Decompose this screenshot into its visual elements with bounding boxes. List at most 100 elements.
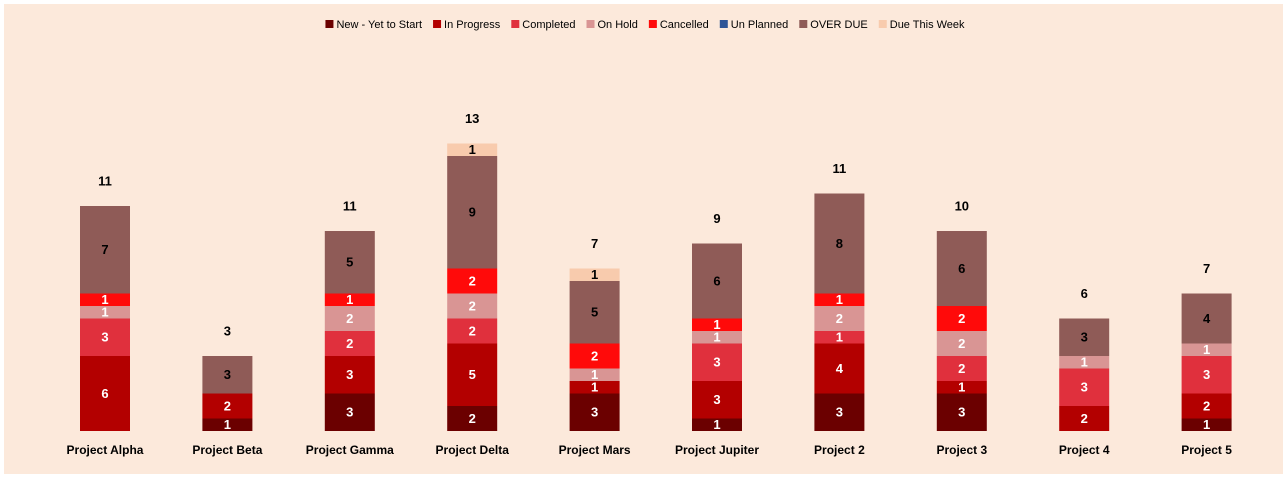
total-label: 10 bbox=[955, 198, 969, 213]
data-label: 2 bbox=[958, 336, 965, 351]
bar-segment bbox=[1181, 418, 1232, 431]
legend-label: Completed bbox=[522, 19, 575, 31]
total-label: 9 bbox=[713, 211, 720, 226]
x-tick-label: Project Gamma bbox=[306, 443, 394, 457]
data-label: 5 bbox=[346, 255, 353, 270]
legend-swatch bbox=[511, 20, 520, 28]
bar-segment bbox=[569, 381, 620, 394]
bar-segment bbox=[1059, 318, 1110, 356]
x-tick-label: Project Mars bbox=[559, 443, 631, 457]
legend-label: New - Yet to Start bbox=[336, 19, 422, 31]
bar-segment bbox=[814, 343, 865, 394]
bar-segment bbox=[447, 318, 498, 344]
data-label: 3 bbox=[224, 367, 231, 382]
bar-segment bbox=[80, 206, 130, 294]
bar-segment bbox=[569, 268, 620, 281]
legend-swatch bbox=[586, 20, 595, 28]
data-label: 2 bbox=[469, 411, 476, 426]
bar-segment bbox=[692, 381, 742, 419]
data-label: 3 bbox=[713, 392, 720, 407]
bar-segment bbox=[569, 393, 620, 431]
legend-swatch bbox=[799, 20, 808, 28]
x-tick-label: Project 3 bbox=[936, 443, 987, 457]
bar-segment bbox=[80, 306, 130, 319]
legend-swatch bbox=[878, 20, 887, 28]
legend-swatch bbox=[719, 20, 728, 28]
data-label: 3 bbox=[346, 405, 353, 420]
bar-segment bbox=[324, 331, 375, 356]
data-label: 3 bbox=[591, 405, 598, 420]
data-label: 2 bbox=[469, 323, 476, 338]
total-label: 6 bbox=[1081, 286, 1088, 301]
data-label: 3 bbox=[1203, 367, 1210, 382]
data-label: 2 bbox=[469, 298, 476, 313]
bar-segment bbox=[324, 293, 375, 306]
data-label: 6 bbox=[713, 273, 720, 288]
bar-segment bbox=[936, 356, 987, 381]
legend-label: On Hold bbox=[598, 19, 638, 31]
data-label: 2 bbox=[469, 273, 476, 288]
data-label: 1 bbox=[591, 367, 598, 382]
bar-segment bbox=[936, 393, 987, 431]
data-label: 9 bbox=[469, 205, 476, 220]
bar-segment bbox=[692, 243, 742, 319]
data-label: 3 bbox=[101, 330, 108, 345]
total-label: 11 bbox=[343, 198, 357, 213]
legend-swatch bbox=[648, 20, 657, 28]
legend-label: Due This Week bbox=[890, 19, 965, 31]
bar-segment bbox=[1181, 293, 1232, 344]
bar-segment bbox=[1181, 356, 1232, 394]
bar-segment bbox=[692, 331, 742, 344]
bar-segment bbox=[1059, 368, 1110, 406]
data-label: 5 bbox=[591, 305, 598, 320]
legend-label: Cancelled bbox=[660, 19, 709, 31]
bar-segment bbox=[569, 281, 620, 344]
x-tick-label: Project Alpha bbox=[67, 443, 144, 457]
data-label: 4 bbox=[1203, 311, 1211, 326]
x-tick-label: Project Delta bbox=[436, 443, 510, 457]
bar-segment bbox=[447, 143, 498, 156]
bar-segment bbox=[324, 356, 375, 394]
bar-segment bbox=[202, 418, 253, 431]
data-label: 1 bbox=[1203, 342, 1210, 357]
bar-segment bbox=[936, 306, 987, 331]
bar-segment bbox=[814, 306, 865, 331]
data-label: 5 bbox=[469, 367, 476, 382]
bar-segment bbox=[324, 393, 375, 431]
data-label: 2 bbox=[836, 311, 843, 326]
bar-segment bbox=[447, 293, 498, 319]
data-label: 2 bbox=[591, 348, 598, 363]
data-label: 3 bbox=[958, 405, 965, 420]
data-label: 3 bbox=[1081, 380, 1088, 395]
data-label: 3 bbox=[1081, 330, 1088, 345]
bar-segment bbox=[324, 306, 375, 331]
bar-segment bbox=[202, 393, 253, 419]
bar-segment bbox=[814, 393, 865, 431]
data-label: 3 bbox=[836, 405, 843, 420]
legend-swatch bbox=[325, 20, 334, 28]
data-label: 7 bbox=[101, 242, 108, 257]
data-label: 4 bbox=[836, 361, 844, 376]
bar-segment bbox=[80, 356, 130, 431]
bar-segment bbox=[1181, 393, 1232, 419]
x-tick-label: Project 5 bbox=[1181, 443, 1232, 457]
total-label: 7 bbox=[591, 236, 598, 251]
data-label: 1 bbox=[713, 417, 720, 432]
bar-segment bbox=[324, 231, 375, 294]
x-tick-label: Project 2 bbox=[814, 443, 865, 457]
bar-segment bbox=[814, 331, 865, 344]
bar-segment bbox=[447, 343, 498, 406]
data-label: 2 bbox=[958, 361, 965, 376]
data-label: 3 bbox=[346, 367, 353, 382]
total-label: 3 bbox=[224, 323, 231, 338]
total-label: 13 bbox=[465, 111, 479, 126]
data-label: 6 bbox=[101, 386, 108, 401]
legend-swatch bbox=[433, 20, 442, 28]
x-tick-label: Project Jupiter bbox=[675, 443, 759, 457]
bar-segment bbox=[1059, 356, 1110, 369]
data-label: 1 bbox=[1203, 417, 1210, 432]
data-label: 8 bbox=[836, 236, 843, 251]
data-label: 2 bbox=[1081, 411, 1088, 426]
bar-segment bbox=[80, 293, 130, 306]
